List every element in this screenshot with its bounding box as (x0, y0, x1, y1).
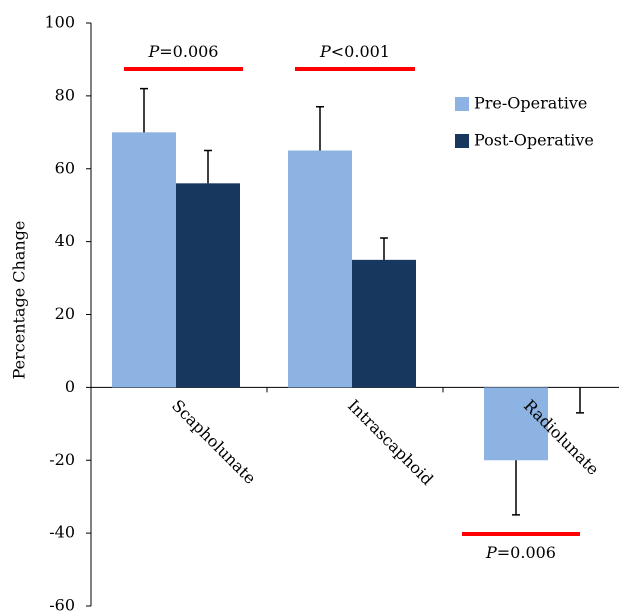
legend-label: Post-Operative (474, 131, 594, 150)
annotation: P=0.006 (148, 42, 219, 61)
y-tick-label: 40 (55, 231, 75, 250)
annotation: P=0.006 (485, 543, 556, 562)
y-tick-label: 0 (65, 377, 75, 396)
bar (484, 387, 548, 461)
y-tick-label: 80 (55, 85, 75, 104)
error-bar (512, 460, 520, 516)
y-tick-label: 20 (55, 304, 75, 323)
error-bar (316, 106, 324, 151)
legend-swatch (455, 134, 469, 148)
y-axis-label: Percentage Change (10, 221, 29, 380)
error-bar (380, 237, 388, 260)
bar (352, 259, 416, 388)
legend-swatch (455, 97, 469, 111)
bar (112, 132, 176, 388)
error-bar (576, 387, 584, 414)
y-tick-label: -60 (49, 596, 75, 615)
error-bar (140, 87, 148, 133)
x-tick-label: Scapholunate (168, 396, 260, 488)
annotation: P<0.001 (319, 42, 390, 61)
x-tick-label: Intrascaphoid (344, 396, 437, 489)
bar (288, 150, 352, 388)
legend-label: Pre-Operative (474, 94, 587, 113)
y-tick-label: 60 (55, 158, 75, 177)
bar (176, 183, 240, 388)
y-tick-label: 100 (44, 13, 75, 32)
error-bar (204, 149, 212, 184)
y-tick-label: -40 (49, 523, 75, 542)
y-tick-label: -20 (49, 450, 75, 469)
